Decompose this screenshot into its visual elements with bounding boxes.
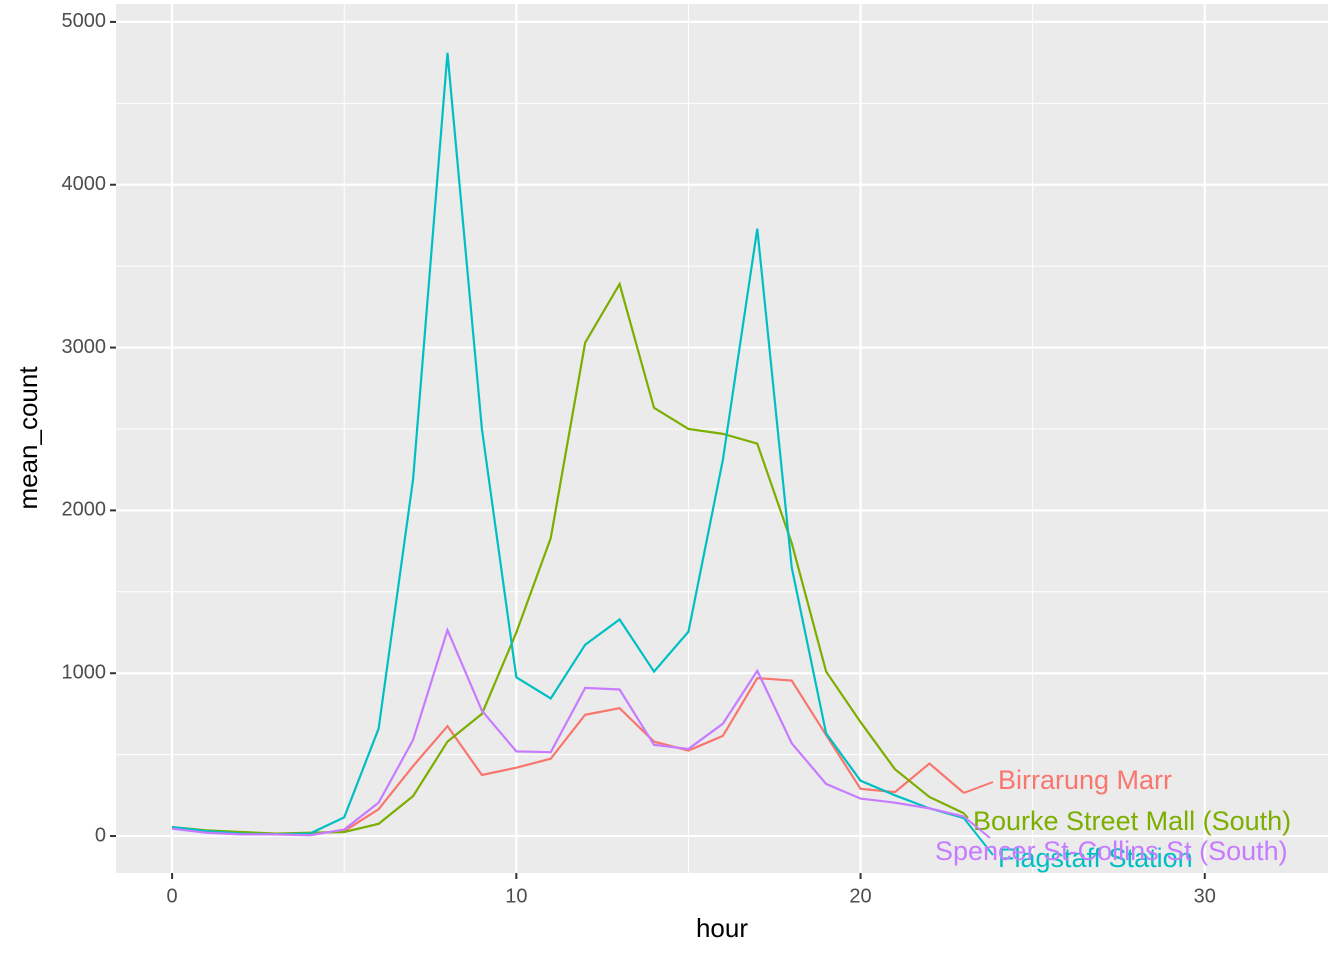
label-leader (963, 817, 994, 856)
x-tick-label: 30 (1194, 885, 1216, 907)
plot-area: Birrarung Marr Bourke Street Mall (South)… (171, 52, 1291, 873)
series-line (171, 52, 965, 836)
y-tick-label: 3000 (62, 336, 107, 358)
x-tick-label: 20 (849, 885, 871, 907)
y-tick-label: 0 (95, 824, 106, 846)
x-axis-title: hour (696, 913, 748, 943)
y-tick-label: 5000 (62, 10, 107, 32)
label-leader (963, 815, 991, 839)
series-label: Spencer St-Collins St (South) (935, 836, 1288, 866)
label-leader (963, 781, 994, 794)
series-label: Bourke Street Mall (South) (973, 806, 1291, 836)
y-tick-label: 4000 (62, 173, 107, 195)
y-tick-label: 2000 (62, 499, 107, 521)
x-tick-label: 10 (505, 885, 527, 907)
series-line (171, 626, 965, 837)
grid (116, 4, 1328, 873)
y-axis-title: mean_count (13, 366, 43, 510)
label-leader (963, 812, 969, 819)
series-label: Birrarung Marr (998, 765, 1172, 795)
series-label: Flagstaff Station (998, 843, 1193, 873)
x-tick-label: 0 (167, 885, 178, 907)
y-tick-label: 1000 (62, 661, 107, 683)
panel (116, 4, 1328, 873)
